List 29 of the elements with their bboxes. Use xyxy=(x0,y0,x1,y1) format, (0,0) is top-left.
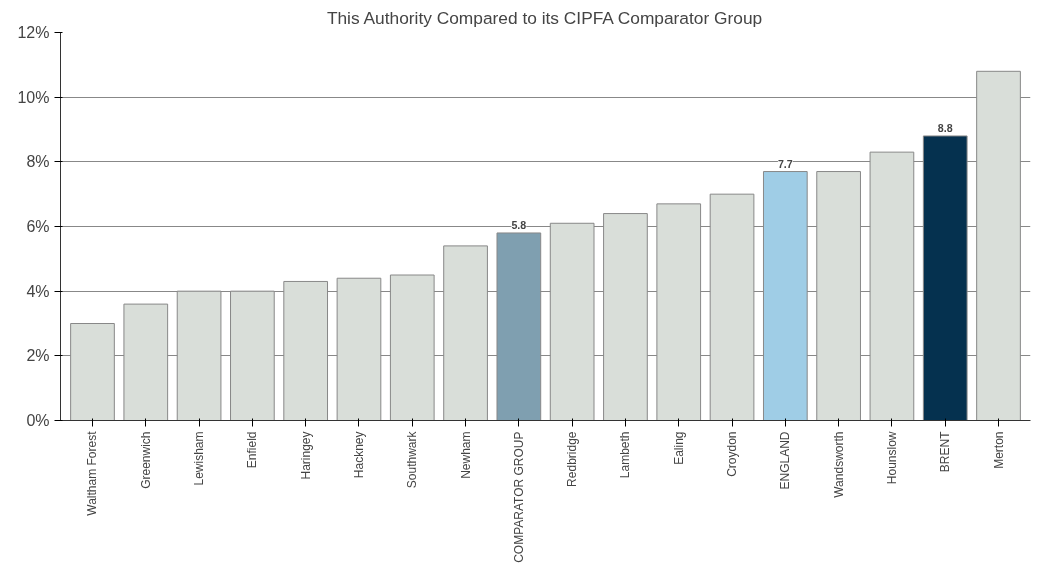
y-tick-label: 4% xyxy=(26,282,50,300)
x-tick-label: Redbridge xyxy=(565,431,580,487)
x-tick-label: Hounslow xyxy=(884,431,899,485)
x-tick-label: Greenwich xyxy=(138,431,153,489)
x-tick-label: Croydon xyxy=(725,431,740,477)
data-label: 5.8 xyxy=(511,218,527,231)
y-tick-label: 12% xyxy=(17,24,50,41)
y-tick-label: 6% xyxy=(26,218,50,235)
x-tick-label: Hackney xyxy=(351,431,366,479)
x-tick-label: Wandsworth xyxy=(831,431,846,498)
y-tick-label: 0% xyxy=(26,412,50,429)
y-tick-label: 8% xyxy=(26,153,50,171)
x-tick-label: Southwark xyxy=(405,430,420,489)
x-tick-label: Enfield xyxy=(245,431,260,469)
x-tick-label: Haringey xyxy=(298,431,313,480)
data-label: 7.7 xyxy=(777,157,793,170)
data-label: 8.8 xyxy=(937,121,953,134)
x-tick-label: Newham xyxy=(458,431,473,479)
x-tick-label: Ealing xyxy=(671,431,686,465)
chart-title: This Authority Compared to its CIPFA Comparator Group xyxy=(326,7,763,28)
x-tick-label: Merton xyxy=(991,431,1006,469)
y-tick-label: 2% xyxy=(26,347,50,365)
x-tick-label: Waltham Forest xyxy=(85,430,100,516)
x-tick-label: ENGLAND xyxy=(778,431,793,490)
x-tick-label: Lewisham xyxy=(192,431,207,486)
x-tick-label: Lambeth xyxy=(618,431,633,479)
x-tick-label: COMPARATOR GROUP xyxy=(511,431,526,563)
x-tick-label: BRENT xyxy=(938,430,953,473)
y-tick-label: 10% xyxy=(17,88,50,106)
